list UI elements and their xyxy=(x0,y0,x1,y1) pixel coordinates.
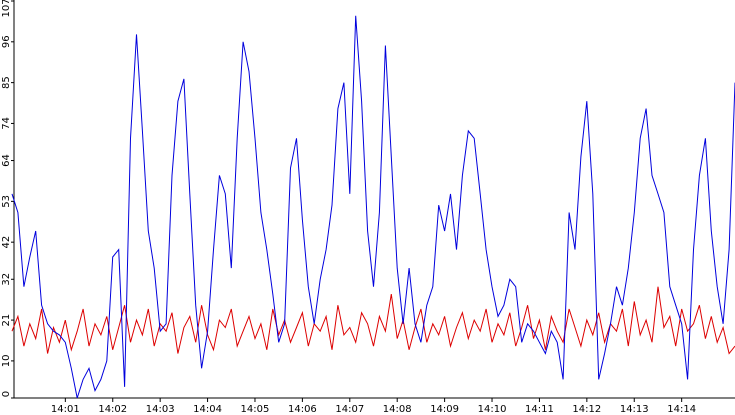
y-tick-label: 21 xyxy=(1,314,12,327)
y-tick-label: 64 xyxy=(1,154,12,167)
x-tick-label: 14:04 xyxy=(193,404,222,415)
x-tick-label: 14:05 xyxy=(241,404,270,415)
x-tick-label: 14:14 xyxy=(667,404,696,415)
x-tick-label: 14:03 xyxy=(146,404,175,415)
y-tick-label: 107 xyxy=(1,0,12,18)
line-series xyxy=(11,15,735,399)
y-tick-label: 42 xyxy=(1,236,12,249)
x-tick-label: 14:09 xyxy=(430,404,459,415)
y-tick-label: 32 xyxy=(1,273,12,286)
x-tick-label: 14:07 xyxy=(335,404,364,415)
x-tick-label: 14:13 xyxy=(620,404,649,415)
x-tick-label: 14:08 xyxy=(383,404,412,415)
y-tick-label: 85 xyxy=(1,76,12,89)
x-tick-label: 14:11 xyxy=(525,404,554,415)
y-tick-label: 53 xyxy=(1,195,12,208)
y-tick-label: 0 xyxy=(1,391,12,397)
x-tick-label: 14:02 xyxy=(98,404,127,415)
y-tick-label: 10 xyxy=(1,355,12,368)
x-tick-label: 14:06 xyxy=(288,404,317,415)
line-series xyxy=(11,286,735,355)
y-tick-label: 74 xyxy=(1,117,12,130)
y-tick-label: 96 xyxy=(1,35,12,48)
x-tick-label: 14:01 xyxy=(51,404,80,415)
x-tick-label: 14:12 xyxy=(572,404,601,415)
x-tick-label: 14:10 xyxy=(478,404,507,415)
